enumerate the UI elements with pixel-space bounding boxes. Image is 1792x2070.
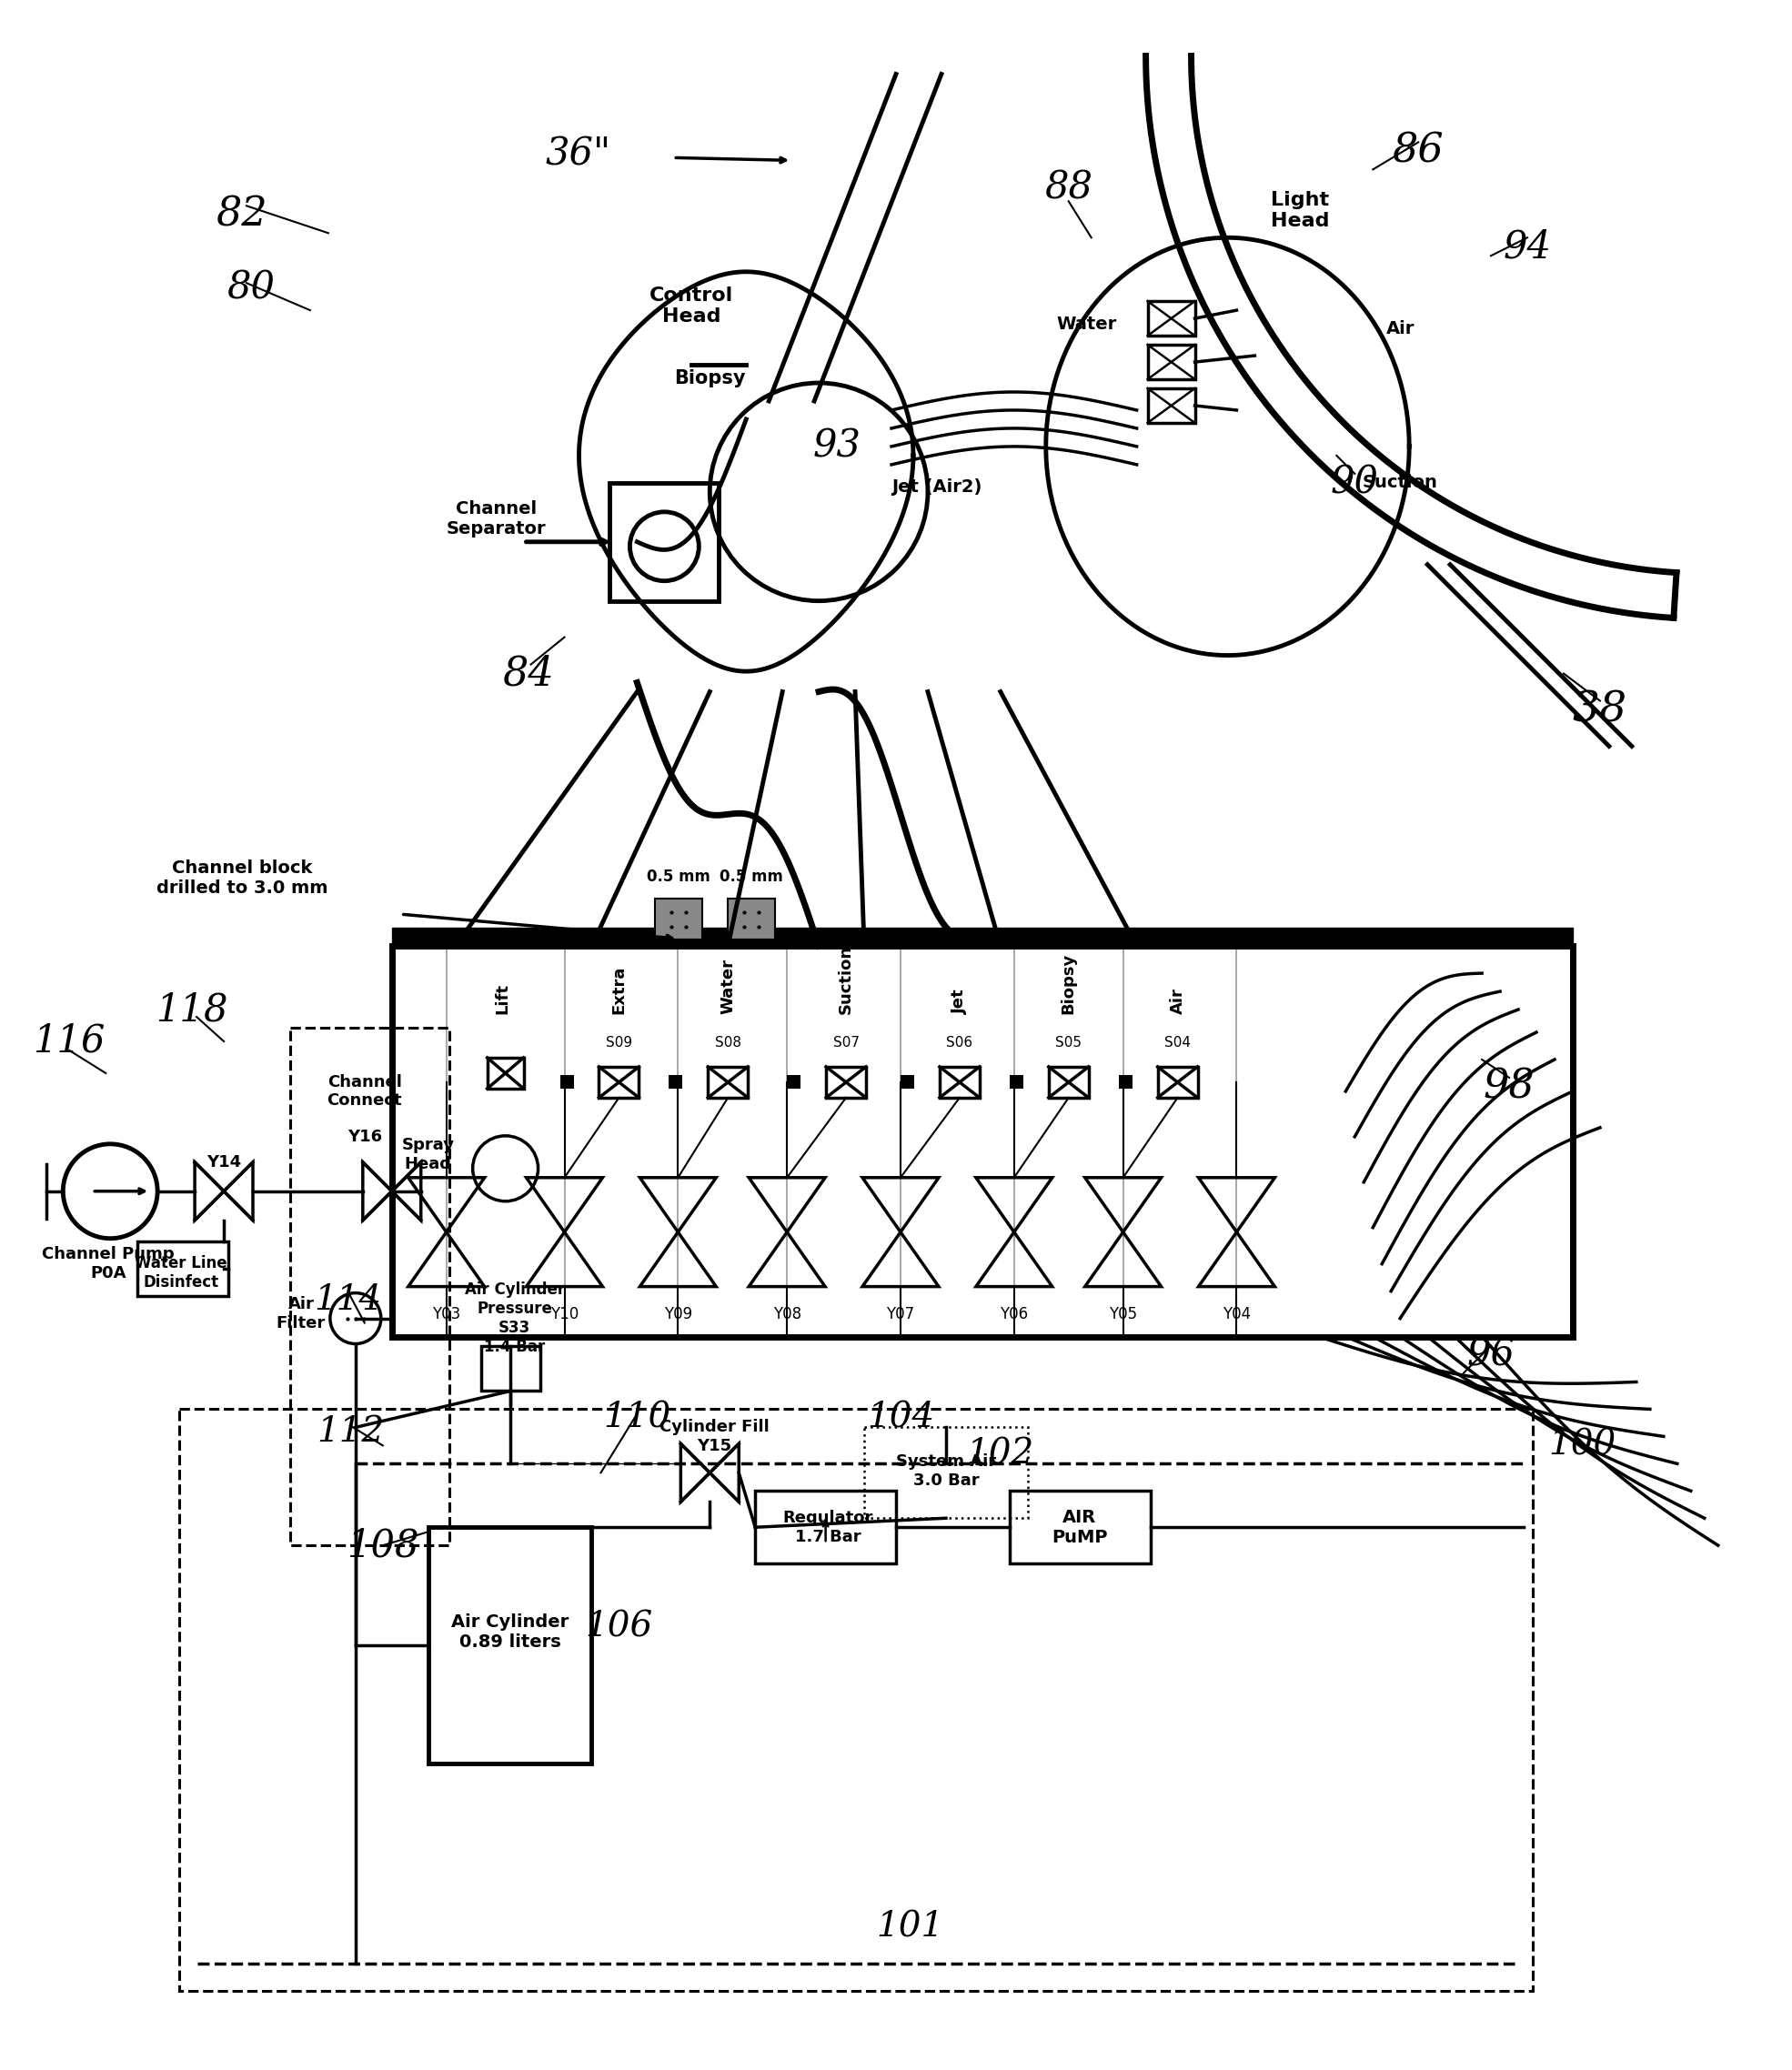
Text: Y16: Y16 — [348, 1128, 382, 1145]
Text: 104: 104 — [867, 1401, 934, 1435]
Text: Suction: Suction — [839, 944, 855, 1014]
Text: Air: Air — [1170, 987, 1186, 1014]
Text: S05: S05 — [1055, 1035, 1082, 1049]
Text: Channel
Separator: Channel Separator — [446, 501, 547, 538]
Bar — [901, 1074, 914, 1089]
Text: 106: 106 — [586, 1610, 652, 1644]
Text: 110: 110 — [604, 1401, 670, 1435]
Text: Air
Filter: Air Filter — [276, 1296, 326, 1331]
Bar — [668, 1074, 683, 1089]
Text: Channel Pump
P0A: Channel Pump P0A — [43, 1246, 174, 1281]
Text: Biopsy: Biopsy — [1061, 952, 1077, 1014]
Bar — [656, 898, 702, 940]
Text: Y05: Y05 — [1109, 1306, 1138, 1323]
Bar — [480, 1346, 539, 1391]
Text: 88: 88 — [1045, 168, 1093, 207]
Text: Y09: Y09 — [663, 1306, 692, 1323]
Bar — [290, 1027, 450, 1546]
Text: 86: 86 — [1392, 132, 1444, 172]
Bar — [559, 1074, 573, 1089]
Text: Y14: Y14 — [206, 1153, 242, 1170]
Text: Channel
Connect: Channel Connect — [328, 1074, 401, 1110]
Text: 36": 36" — [545, 135, 611, 174]
Bar — [787, 1074, 801, 1089]
Bar — [728, 898, 776, 940]
Bar — [1158, 1066, 1197, 1097]
Bar — [392, 927, 1573, 946]
Text: Y10: Y10 — [550, 1306, 579, 1323]
Text: Lift: Lift — [495, 983, 511, 1014]
Text: 102: 102 — [966, 1439, 1034, 1472]
Text: Water: Water — [1057, 315, 1116, 333]
Text: 84: 84 — [502, 654, 554, 693]
Text: 0.5 mm: 0.5 mm — [720, 869, 783, 886]
Bar — [487, 1058, 523, 1089]
Text: Water Line
Disinfect: Water Line Disinfect — [134, 1254, 228, 1290]
Text: 98: 98 — [1484, 1068, 1536, 1105]
Bar — [138, 1242, 228, 1296]
Text: Y03: Y03 — [432, 1306, 461, 1323]
Bar — [1147, 300, 1195, 335]
Text: 101: 101 — [876, 1911, 943, 1944]
Bar — [1147, 389, 1195, 422]
Text: 0.5 mm: 0.5 mm — [647, 869, 711, 886]
Text: Air Cylinder
0.89 liters: Air Cylinder 0.89 liters — [452, 1613, 568, 1650]
Text: Biopsy: Biopsy — [674, 368, 745, 387]
Text: Air Cylinder
Pressure
S33
1.4 Bar: Air Cylinder Pressure S33 1.4 Bar — [464, 1281, 564, 1356]
Bar — [599, 1066, 640, 1097]
Bar — [1118, 1074, 1133, 1089]
Text: S07: S07 — [833, 1035, 858, 1049]
Text: Jet (Air2): Jet (Air2) — [892, 478, 982, 497]
Text: Y06: Y06 — [1000, 1306, 1029, 1323]
Text: Y07: Y07 — [887, 1306, 914, 1323]
Text: Regulator
1.7 Bar: Regulator 1.7 Bar — [783, 1509, 873, 1544]
Bar — [609, 482, 719, 600]
Text: Light
Head: Light Head — [1271, 190, 1330, 230]
Bar — [939, 1066, 980, 1097]
Text: 96: 96 — [1468, 1335, 1514, 1374]
Text: Water: Water — [720, 958, 737, 1014]
Bar — [708, 1066, 747, 1097]
Text: 82: 82 — [217, 195, 267, 234]
Text: Control
Head: Control Head — [650, 286, 733, 325]
Text: Extra: Extra — [611, 965, 627, 1014]
Bar — [179, 1410, 1532, 1991]
Text: 100: 100 — [1548, 1428, 1616, 1461]
Text: 38: 38 — [1573, 689, 1627, 731]
Bar — [1048, 1066, 1088, 1097]
Text: 118: 118 — [156, 989, 228, 1029]
Text: AIR
PuMP: AIR PuMP — [1052, 1509, 1107, 1546]
Text: S09: S09 — [606, 1035, 633, 1049]
Text: Air: Air — [1385, 319, 1414, 337]
Bar — [826, 1066, 866, 1097]
Text: S08: S08 — [715, 1035, 742, 1049]
Bar — [1147, 346, 1195, 379]
Text: Cylinder Fill
Y15: Cylinder Fill Y15 — [659, 1418, 769, 1453]
Text: Y04: Y04 — [1222, 1306, 1251, 1323]
Text: 94: 94 — [1503, 228, 1552, 265]
Bar — [1009, 1074, 1023, 1089]
Text: Spray
Head: Spray Head — [401, 1136, 455, 1172]
Bar — [754, 1490, 896, 1563]
Text: S04: S04 — [1165, 1035, 1190, 1049]
Text: Jet: Jet — [952, 989, 968, 1014]
Text: 93: 93 — [814, 426, 862, 466]
Bar — [392, 946, 1573, 1337]
Text: 90: 90 — [1331, 464, 1378, 501]
Text: 114: 114 — [314, 1283, 382, 1317]
Text: System Air
3.0 Bar: System Air 3.0 Bar — [896, 1453, 996, 1488]
Text: Suction: Suction — [1362, 474, 1437, 491]
Bar — [428, 1528, 591, 1764]
Text: 116: 116 — [34, 1023, 106, 1060]
Text: S06: S06 — [946, 1035, 973, 1049]
Bar — [1009, 1490, 1150, 1563]
Text: 108: 108 — [346, 1526, 419, 1565]
Text: Channel block
drilled to 3.0 mm: Channel block drilled to 3.0 mm — [156, 859, 328, 896]
Text: 80: 80 — [228, 269, 276, 306]
Bar — [864, 1428, 1029, 1517]
Text: Y08: Y08 — [772, 1306, 801, 1323]
Text: 112: 112 — [317, 1416, 385, 1449]
